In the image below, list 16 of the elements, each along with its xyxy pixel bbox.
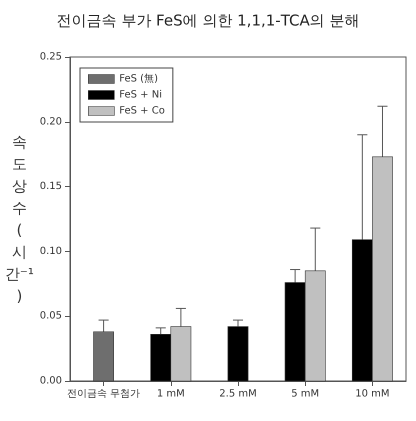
legend-label: FeS (無) (119, 72, 158, 84)
y-tick-label: 0.00 (40, 376, 62, 386)
y-tick-label: 0.05 (40, 310, 62, 322)
x-tick-label: 10 mM (355, 388, 390, 400)
legend-label: FeS + Ni (119, 90, 162, 100)
x-tick-label: 2.5 mM (219, 388, 257, 400)
y-tick-label: 0.25 (40, 52, 62, 62)
x-tick-label: 전이금속 무첨가 (67, 388, 140, 400)
chart-title: 전이금속 부가 FeS에 의한 1,1,1-TCA의 분해 (56, 12, 360, 30)
y-axis-title: 속도 상수(시간⁻¹) (4, 133, 34, 305)
legend-label: FeS + Co (119, 106, 165, 116)
x-tick-label: 1 mM (156, 388, 185, 400)
x-tick-label: 5 mM (291, 388, 320, 400)
y-tick-label: 0.10 (40, 246, 62, 257)
y-tick-label: 0.15 (40, 181, 62, 192)
y-tick-label: 0.20 (40, 116, 62, 128)
